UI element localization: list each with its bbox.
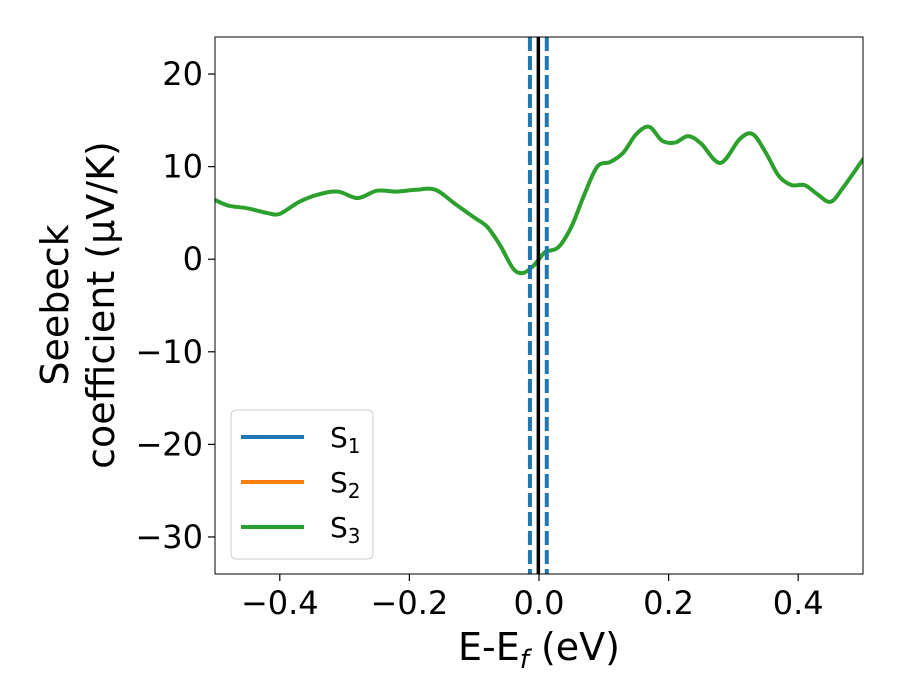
legend-label-s1: S1	[330, 421, 361, 458]
series-line-s3	[215, 124, 863, 276]
x-tick-label: −0.4	[241, 584, 319, 622]
legend-label-s2: S2	[330, 466, 361, 503]
legend: S1 S2 S3	[230, 409, 374, 560]
y-tick-label: 20	[162, 55, 203, 93]
y-tick-label: 10	[162, 148, 203, 186]
y-axis-label-line1: Seebeck	[33, 224, 77, 385]
plot-lines	[215, 37, 863, 574]
y-tick-label: 0	[183, 240, 203, 278]
y-tick-label: −20	[135, 425, 203, 463]
x-tick-label: −0.2	[371, 584, 449, 622]
y-axis-label-line2: coefficient (μV/K)	[79, 141, 123, 469]
x-tick-label: 0.2	[643, 584, 694, 622]
x-tick-label: 0.4	[773, 584, 824, 622]
x-tick-label: 0.0	[514, 584, 565, 622]
y-tick-label: −10	[135, 333, 203, 371]
x-axis-ticks: −0.4 −0.2 0.0 0.2 0.4	[241, 574, 824, 622]
y-tick-label: −30	[135, 518, 203, 556]
x-axis-label: E-Ef (eV)	[458, 625, 620, 675]
y-axis-label: Seebeck coefficient (μV/K)	[33, 141, 123, 469]
legend-box	[230, 409, 374, 560]
y-axis-ticks: −30 −20 −10 0 10 20	[135, 55, 215, 556]
legend-label-s3: S3	[330, 511, 361, 548]
